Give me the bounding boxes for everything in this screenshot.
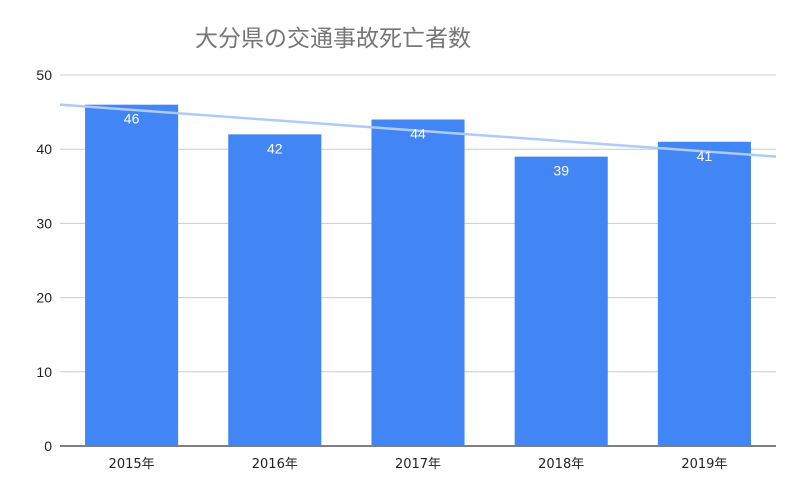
bars: [85, 104, 751, 447]
data-label: 42: [267, 140, 283, 156]
y-tick-label: 40: [36, 141, 52, 157]
data-label: 41: [697, 148, 713, 164]
y-tick-label: 50: [36, 67, 52, 83]
y-tick-label: 20: [36, 290, 52, 306]
bar: [85, 104, 179, 447]
bar: [514, 156, 608, 446]
chart-title: 大分県の交通事故死亡者数: [195, 26, 471, 52]
trendline-layer: [59, 103, 777, 158]
x-tick-label: 2016年: [252, 457, 298, 472]
y-tick-label: 0: [44, 438, 52, 454]
x-tick-label: 2017年: [395, 457, 441, 472]
data-label: 46: [124, 111, 140, 127]
data-labels: 46 42 44 39 41: [124, 111, 713, 179]
data-label: 39: [553, 163, 569, 179]
x-tick-label: 2018年: [538, 457, 584, 472]
x-tick-label: 2019年: [681, 457, 727, 472]
bar: [371, 119, 465, 447]
trendline: [59, 103, 777, 158]
x-tick-label: 2015年: [109, 457, 155, 472]
bar: [228, 134, 322, 447]
y-axis-ticks: 0 10 20 30 40 50: [36, 67, 52, 454]
data-label: 44: [410, 126, 426, 142]
x-axis-ticks: 2015年 2016年 2017年 2018年 2019年: [109, 457, 728, 472]
bar: [657, 141, 751, 446]
y-tick-label: 10: [36, 364, 52, 380]
y-tick-label: 30: [36, 215, 52, 231]
